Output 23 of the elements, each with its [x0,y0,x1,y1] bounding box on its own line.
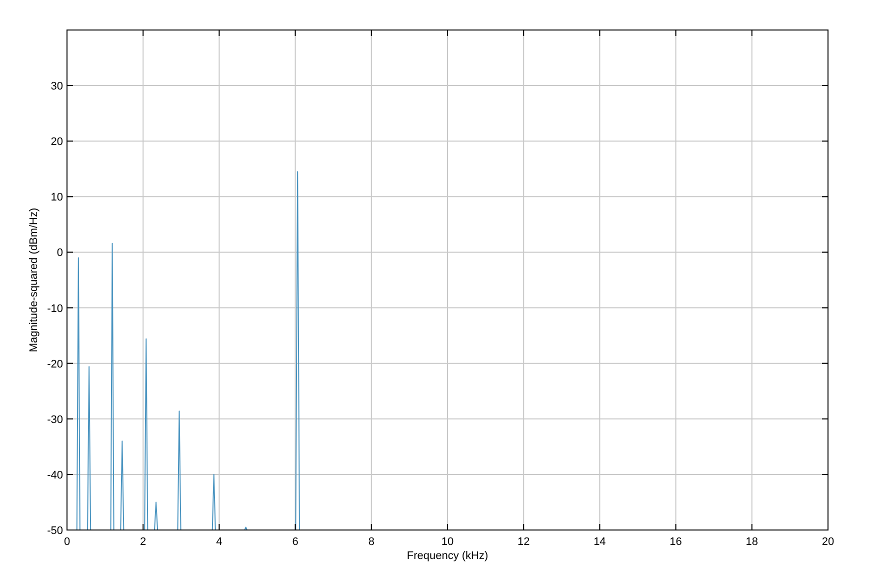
x-tick-label: 20 [822,536,834,548]
y-tick-label: 10 [50,192,63,204]
y-tick-label: -10 [47,302,63,315]
x-tick-label: 16 [670,536,682,548]
x-tick-label: 0 [64,536,70,548]
line-series [76,171,300,530]
x-axis-title: Frequency (kHz) [406,550,488,562]
x-tick-label: 14 [594,536,606,548]
x-tick-label: 10 [441,536,454,548]
y-axis-title: Magnitude-squared (dBm/Hz) [28,208,40,352]
y-tick-label: -50 [47,525,63,537]
y-tick-label: 0 [56,247,63,260]
y-tick-label: 30 [50,80,63,93]
x-tick-label: 8 [368,536,374,548]
x-tick-label: 18 [746,536,758,548]
x-tick-label: 12 [517,536,530,548]
y-tick-label: -30 [47,414,63,426]
y-tick-label: 20 [50,136,63,148]
x-tick-label: 6 [292,536,298,548]
x-tick-label: 4 [216,536,222,548]
x-tick-label: 2 [140,536,146,548]
y-tick-label: -40 [47,469,63,482]
y-tick-label: -20 [47,358,63,370]
